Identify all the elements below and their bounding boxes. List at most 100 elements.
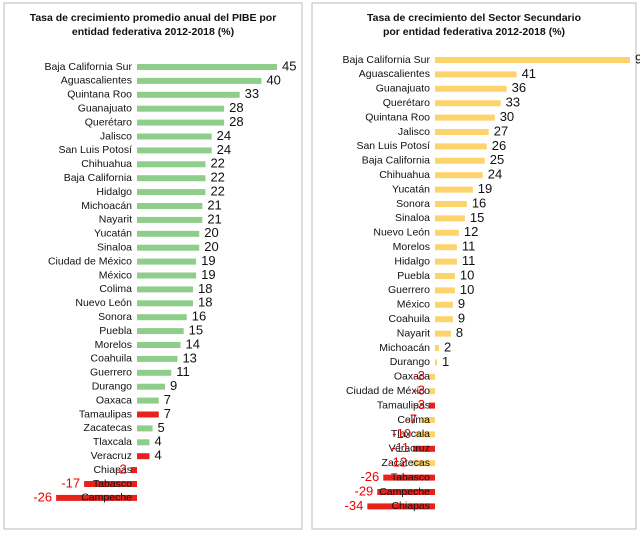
bar xyxy=(137,300,193,307)
bar xyxy=(435,229,459,236)
bar xyxy=(137,369,172,376)
bar xyxy=(421,417,435,423)
category-label: Zacatecas xyxy=(84,422,132,434)
category-label: Durango xyxy=(92,380,132,392)
category-label: Tlaxcala xyxy=(391,428,430,440)
value-label: 15 xyxy=(470,210,484,225)
category-label: Puebla xyxy=(99,325,132,337)
bar xyxy=(435,114,495,121)
category-label: Morelos xyxy=(95,339,132,351)
category-label: Hidalgo xyxy=(96,186,132,198)
bar xyxy=(435,186,473,193)
category-label: Colima xyxy=(99,283,132,295)
value-label: 41 xyxy=(522,66,536,81)
bar xyxy=(137,161,206,168)
value-label: 9 xyxy=(458,311,465,326)
bar xyxy=(435,215,465,222)
value-label: 5 xyxy=(158,420,165,435)
value-label: 4 xyxy=(154,434,161,449)
bar xyxy=(435,100,501,107)
bar xyxy=(137,189,206,196)
category-label: Querétaro xyxy=(85,116,132,128)
bar xyxy=(435,201,467,207)
value-label: 16 xyxy=(472,195,486,210)
bar xyxy=(137,272,197,279)
bar xyxy=(137,355,178,362)
category-label: Nuevo León xyxy=(75,297,132,309)
value-label: -26 xyxy=(33,489,52,504)
category-label: Tabasco xyxy=(93,478,132,490)
category-label: Hidalgo xyxy=(394,255,430,267)
category-label: Campeche xyxy=(81,492,132,504)
category-label: Durango xyxy=(390,356,430,368)
bar xyxy=(137,314,187,321)
bar xyxy=(383,474,435,481)
bar xyxy=(137,77,262,84)
value-label: 20 xyxy=(204,225,218,240)
value-label: 27 xyxy=(494,123,508,138)
value-label: 1 xyxy=(442,354,449,369)
value-label: 36 xyxy=(512,80,526,95)
value-label: 98 xyxy=(635,51,640,66)
panel-border xyxy=(3,2,303,530)
value-label: -11 xyxy=(391,440,409,455)
value-label: -2 xyxy=(115,462,127,477)
category-label: Baja California xyxy=(362,155,430,167)
category-label: Michoacán xyxy=(379,342,430,354)
category-label: Sonora xyxy=(396,198,430,210)
value-label: 40 xyxy=(266,72,280,87)
bar xyxy=(429,388,435,395)
bar xyxy=(435,157,485,164)
chart-title: Tasa de crecimiento promedio anual del P… xyxy=(30,12,277,38)
category-label: Tabasco xyxy=(391,471,430,483)
category-label: Jalisco xyxy=(100,130,132,142)
bar xyxy=(413,445,435,452)
value-label: 10 xyxy=(460,267,474,282)
value-label: 33 xyxy=(506,95,520,110)
bar xyxy=(367,503,435,510)
value-label: 11 xyxy=(176,364,190,379)
bar xyxy=(435,359,437,366)
category-label: Nayarit xyxy=(397,327,430,339)
category-label: Tlaxcala xyxy=(93,436,132,448)
chart-title: Tasa de crecimiento del Sector Secundari… xyxy=(367,12,581,38)
value-label: 24 xyxy=(217,128,231,143)
category-label: Baja California Sur xyxy=(44,61,132,73)
value-label: 11 xyxy=(462,253,476,268)
value-label: 11 xyxy=(462,239,476,254)
value-label: 19 xyxy=(201,253,215,268)
bar xyxy=(435,345,439,351)
value-label: -12 xyxy=(388,455,407,470)
category-label: Puebla xyxy=(397,270,430,282)
bar xyxy=(435,57,630,63)
value-label: -29 xyxy=(354,483,373,498)
bar xyxy=(137,397,159,404)
bar xyxy=(130,467,137,474)
value-label: 10 xyxy=(460,282,474,297)
category-label: Zacatecas xyxy=(382,457,430,469)
panel-border xyxy=(311,2,637,530)
value-label: 19 xyxy=(478,181,492,196)
category-label: Sonora xyxy=(98,311,132,323)
value-label: 8 xyxy=(456,325,463,340)
bar xyxy=(435,85,507,92)
value-label: 9 xyxy=(170,378,177,393)
value-label: -3 xyxy=(413,383,425,398)
bar xyxy=(84,481,137,487)
value-label: 22 xyxy=(210,170,224,185)
value-label: -3 xyxy=(413,397,425,412)
value-label: 22 xyxy=(210,156,224,171)
category-label: Nuevo León xyxy=(373,227,430,239)
bar xyxy=(137,105,225,112)
bar xyxy=(137,411,159,418)
category-label: Yucatán xyxy=(392,183,430,195)
bar xyxy=(377,489,435,495)
bar xyxy=(137,286,193,293)
value-label: 25 xyxy=(490,152,504,167)
bar xyxy=(137,439,150,446)
category-label: San Luis Potosí xyxy=(356,140,430,152)
value-label: 12 xyxy=(464,224,478,239)
value-label: 20 xyxy=(204,239,218,254)
